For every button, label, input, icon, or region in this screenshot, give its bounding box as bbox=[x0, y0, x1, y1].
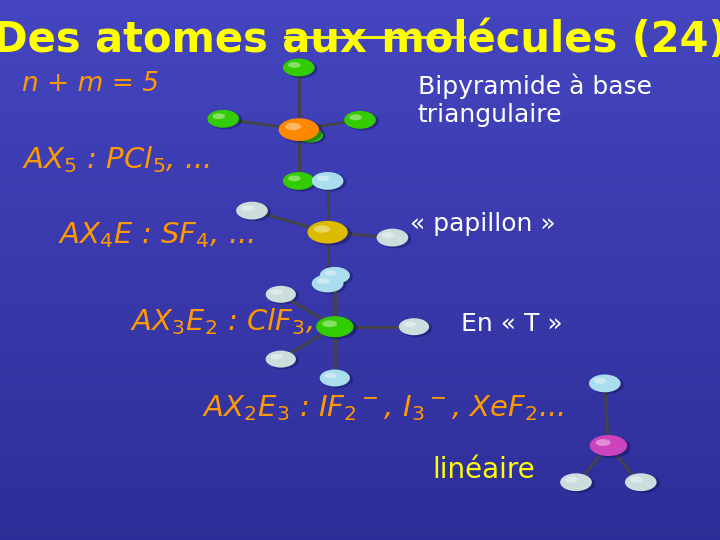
Ellipse shape bbox=[267, 287, 299, 305]
Ellipse shape bbox=[297, 128, 325, 144]
Ellipse shape bbox=[590, 435, 627, 456]
Ellipse shape bbox=[288, 176, 301, 181]
Ellipse shape bbox=[313, 173, 346, 192]
Ellipse shape bbox=[321, 268, 353, 286]
Text: AX$_2$E$_3$ : IF$_2$$^-$, I$_3$$^-$, XeF$_2$...: AX$_2$E$_3$ : IF$_2$$^-$, I$_3$$^-$, XeF… bbox=[202, 393, 564, 423]
Ellipse shape bbox=[312, 274, 343, 293]
Ellipse shape bbox=[594, 378, 607, 384]
Ellipse shape bbox=[212, 113, 225, 119]
Ellipse shape bbox=[314, 225, 330, 233]
Ellipse shape bbox=[589, 375, 621, 392]
Text: linéaire: linéaire bbox=[432, 456, 535, 484]
Ellipse shape bbox=[271, 354, 283, 360]
Ellipse shape bbox=[318, 317, 357, 339]
Ellipse shape bbox=[325, 373, 337, 379]
Ellipse shape bbox=[238, 202, 271, 221]
Text: En « T »: En « T » bbox=[461, 312, 562, 336]
Ellipse shape bbox=[382, 232, 395, 238]
Ellipse shape bbox=[312, 172, 343, 190]
Ellipse shape bbox=[317, 176, 330, 181]
Ellipse shape bbox=[322, 320, 337, 327]
Text: n + m = 5: n + m = 5 bbox=[22, 71, 158, 97]
Ellipse shape bbox=[626, 474, 660, 493]
Ellipse shape bbox=[625, 473, 657, 491]
Ellipse shape bbox=[560, 473, 592, 491]
Ellipse shape bbox=[565, 477, 578, 483]
Ellipse shape bbox=[590, 375, 624, 394]
Ellipse shape bbox=[349, 114, 362, 120]
Ellipse shape bbox=[296, 127, 323, 143]
Ellipse shape bbox=[344, 111, 376, 129]
Text: AX$_4$E : SF$_4$, ...: AX$_4$E : SF$_4$, ... bbox=[58, 220, 253, 250]
Ellipse shape bbox=[377, 229, 408, 246]
Ellipse shape bbox=[283, 58, 315, 76]
Ellipse shape bbox=[241, 205, 254, 211]
Ellipse shape bbox=[284, 173, 318, 192]
Text: Bipyramide à base
triangulaire: Bipyramide à base triangulaire bbox=[418, 73, 652, 126]
Ellipse shape bbox=[321, 370, 353, 388]
Ellipse shape bbox=[313, 275, 346, 294]
Text: « papillon »: « papillon » bbox=[410, 212, 556, 236]
Text: Des atomes aux molécules (24): Des atomes aux molécules (24) bbox=[0, 19, 720, 61]
Ellipse shape bbox=[279, 118, 319, 141]
Ellipse shape bbox=[399, 318, 429, 335]
Ellipse shape bbox=[325, 270, 337, 276]
Ellipse shape bbox=[592, 436, 631, 458]
Ellipse shape bbox=[288, 62, 301, 68]
Ellipse shape bbox=[310, 222, 352, 246]
Ellipse shape bbox=[346, 112, 379, 131]
Ellipse shape bbox=[207, 110, 239, 128]
Ellipse shape bbox=[317, 278, 330, 284]
Ellipse shape bbox=[307, 221, 348, 244]
Ellipse shape bbox=[630, 477, 643, 483]
Text: AX$_3$E$_2$ : ClF$_3$, ...: AX$_3$E$_2$ : ClF$_3$, ... bbox=[130, 306, 349, 337]
Ellipse shape bbox=[404, 321, 416, 327]
Ellipse shape bbox=[320, 369, 350, 387]
Ellipse shape bbox=[316, 316, 354, 337]
Ellipse shape bbox=[300, 131, 311, 136]
Text: AX$_5$ : PCl$_5$, ...: AX$_5$ : PCl$_5$, ... bbox=[22, 144, 210, 175]
Ellipse shape bbox=[266, 286, 296, 303]
Ellipse shape bbox=[285, 123, 301, 130]
Ellipse shape bbox=[209, 111, 242, 130]
Ellipse shape bbox=[271, 289, 283, 295]
Ellipse shape bbox=[281, 119, 323, 143]
Ellipse shape bbox=[320, 267, 350, 284]
Ellipse shape bbox=[236, 201, 268, 220]
Ellipse shape bbox=[266, 350, 296, 368]
Ellipse shape bbox=[267, 352, 299, 369]
Ellipse shape bbox=[562, 474, 595, 493]
Ellipse shape bbox=[595, 439, 611, 446]
Ellipse shape bbox=[283, 172, 315, 190]
Ellipse shape bbox=[378, 230, 411, 248]
Ellipse shape bbox=[400, 319, 432, 337]
Ellipse shape bbox=[284, 59, 318, 78]
